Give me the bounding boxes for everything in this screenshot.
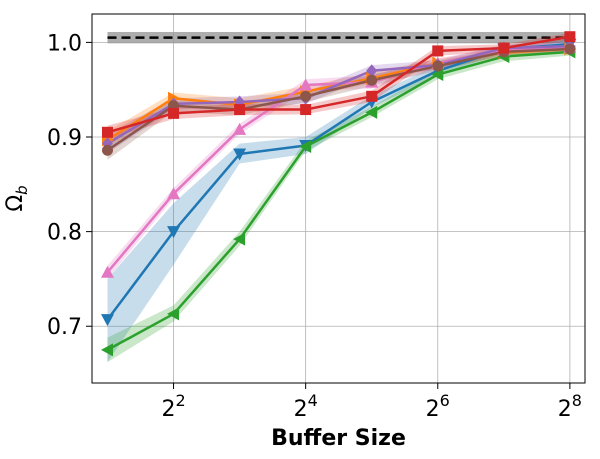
data-point-circle — [564, 43, 576, 55]
data-point-square — [366, 90, 378, 102]
series-band — [107, 42, 570, 154]
data-point-square — [300, 104, 312, 116]
series-band — [107, 32, 570, 139]
reference-line-group — [107, 31, 570, 44]
series-band — [107, 45, 570, 149]
series-lines — [106, 35, 571, 351]
plot-area-frame — [91, 13, 586, 384]
data-point-circle — [366, 74, 378, 86]
x-tick-label: 28 — [558, 391, 582, 422]
y-tick-label: 0.8 — [47, 221, 82, 246]
data-point-triangle-up — [100, 265, 114, 278]
series-line — [106, 50, 570, 351]
y-tick-label: 0.9 — [47, 126, 82, 151]
data-point-triangle-up — [299, 78, 313, 91]
data-point-triangle-up — [167, 187, 181, 200]
series-line — [107, 35, 571, 134]
data-point-square — [498, 42, 510, 54]
data-point-triangle-down — [100, 314, 114, 327]
data-point-square — [101, 126, 113, 138]
x-tick-label: 26 — [426, 391, 450, 422]
y-tick-label: 1.0 — [47, 31, 82, 56]
data-point-circle — [300, 90, 312, 102]
x-axis-label: Buffer Size — [271, 426, 406, 451]
data-point-triangle-left — [299, 139, 312, 153]
data-point-square — [432, 45, 444, 57]
x-tick-label: 22 — [161, 391, 185, 422]
data-point-triangle-up — [233, 122, 247, 135]
data-point-circle — [432, 60, 444, 72]
series-line — [106, 44, 570, 145]
data-point-triangle-left — [167, 307, 180, 321]
x-tick-label: 24 — [294, 391, 318, 422]
data-point-circle — [101, 144, 113, 156]
series-band — [107, 48, 570, 363]
data-point-triangle-left — [365, 105, 378, 119]
y-tick-label: 0.7 — [47, 315, 82, 340]
data-point-square — [564, 31, 576, 43]
y-axis-label: Ωb — [3, 185, 31, 211]
data-point-square — [234, 104, 246, 116]
data-point-triangle-left — [431, 68, 444, 82]
axis-ticks: 22 24 26 28 0.7 0.8 0.9 1.0 — [47, 31, 582, 422]
series-markers — [100, 31, 577, 357]
data-point-diamond — [366, 64, 378, 78]
series-line — [106, 47, 570, 152]
data-point-triangle-down — [233, 148, 247, 161]
data-point-triangle-left — [100, 343, 113, 357]
data-point-triangle-down — [167, 226, 181, 239]
data-point-triangle-left — [233, 232, 246, 246]
data-point-square — [168, 107, 180, 119]
